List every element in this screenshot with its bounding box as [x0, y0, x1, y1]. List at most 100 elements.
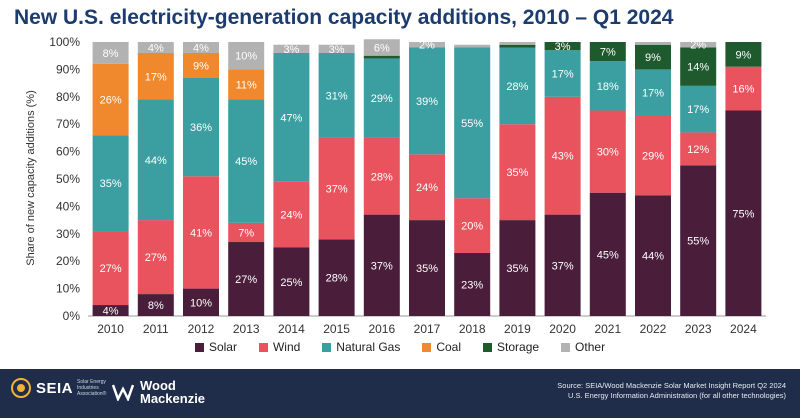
data-label: 4%	[103, 306, 119, 318]
bar-segment-wind	[92, 231, 129, 306]
bar-segment-solar	[589, 192, 626, 316]
sun-icon	[11, 378, 31, 398]
bar-segment-solar	[635, 195, 671, 316]
chart-axes: 0% 10% 20% 30% 40% 50% 60% 70% 80% 90% 100% 2010 201…	[49, 35, 766, 336]
x-tick-label: 2013	[233, 322, 260, 336]
bar-segment-natural-gas	[363, 58, 400, 138]
bar-segment-other	[137, 42, 174, 53]
bar-segment-wind	[409, 154, 445, 221]
bar-segment-solar	[725, 110, 762, 316]
bar-segment-wind	[499, 124, 536, 221]
y-tick-label: 0%	[63, 309, 81, 323]
x-tick-label: 2019	[504, 322, 531, 336]
x-tick-label: 2022	[640, 322, 667, 336]
data-label: 55%	[461, 118, 483, 130]
legend-swatch	[422, 342, 432, 352]
data-label: 2%	[690, 40, 706, 52]
bar-segment-storage	[680, 47, 717, 86]
data-label: 41%	[190, 227, 212, 239]
x-tick-label: 2018	[459, 322, 486, 336]
bar-segment-natural-gas	[228, 99, 265, 223]
data-label: 47%	[280, 112, 302, 124]
x-tick-label: 2011	[143, 322, 169, 336]
data-label: 29%	[371, 93, 393, 105]
wood-mackenzie-wordmark: Wood Mackenzie	[140, 378, 206, 406]
stacked-bar-chart: 0% 10% 20% 30% 40% 50% 60% 70% 80% 90% 100% 2010 201…	[25, 35, 766, 336]
data-label: 24%	[416, 182, 438, 194]
x-tick-label: 2016	[368, 322, 395, 336]
bar-segment-solar	[92, 305, 129, 316]
bar-segment-wind	[318, 137, 355, 240]
bar-segment-wind	[635, 115, 671, 196]
legend-swatch	[322, 342, 332, 352]
x-tick-label: 2020	[549, 322, 576, 336]
bar-segment-solar	[137, 294, 174, 316]
data-label: 2%	[419, 40, 435, 52]
x-tick-label: 2015	[323, 322, 350, 336]
bar-segment-solar	[454, 252, 491, 316]
data-label: 45%	[235, 156, 257, 168]
x-tick-label: 2010	[97, 322, 124, 336]
data-label: 28%	[371, 171, 393, 183]
data-label: 37%	[552, 260, 574, 272]
data-label: 30%	[597, 147, 619, 159]
data-label: 31%	[326, 90, 348, 102]
bar-segment-storage	[544, 42, 581, 51]
data-label: 12%	[687, 144, 709, 156]
data-label: 14%	[687, 62, 709, 74]
data-label: 9%	[645, 52, 661, 64]
bar-segment-solar	[183, 288, 219, 316]
chart-bars: 4% 27% 35% 26% 8% 8% 27% 44% 17% 4% 10% 41% 36% 9% 4% 2…	[92, 39, 762, 318]
data-label: 18%	[597, 81, 619, 93]
data-label: 8%	[103, 48, 119, 60]
data-label: 3%	[283, 44, 299, 56]
bar-segment-other	[183, 42, 219, 53]
bar-segment-wind	[680, 132, 717, 166]
bar-segment-natural-gas	[454, 47, 491, 199]
x-tick-label: 2023	[685, 322, 712, 336]
legend-item: Wind	[258, 340, 300, 354]
wood-mackenzie-mark-icon	[112, 384, 134, 401]
data-label: 17%	[145, 71, 167, 83]
chart-legend: Solar Wind Natural Gas Coal Storage Other	[0, 340, 800, 354]
data-label: 20%	[461, 221, 483, 233]
data-label: 27%	[145, 252, 167, 264]
bar-segment-wind	[273, 181, 310, 248]
data-label: 17%	[552, 69, 574, 81]
seia-wordmark: SEIA	[36, 379, 74, 397]
bar-segment-natural-gas	[409, 47, 445, 155]
y-tick-label: 90%	[56, 62, 80, 76]
data-label: 35%	[506, 263, 528, 275]
data-label: 3%	[329, 44, 345, 56]
data-label: 4%	[148, 42, 164, 54]
seia-logo: SEIA Solar Energy Industries Association…	[10, 377, 115, 399]
x-tick-label: 2021	[594, 322, 621, 336]
bar-segment-natural-gas	[137, 99, 174, 221]
data-label: 7%	[238, 227, 254, 239]
bar-segment-natural-gas	[635, 69, 671, 116]
bar-segment-wind	[725, 66, 762, 111]
bar-segment-coal	[92, 63, 129, 136]
bar-segment-wind	[363, 137, 400, 215]
bar-segment-storage	[499, 44, 536, 48]
data-label: 3%	[555, 41, 571, 53]
bar-segment-natural-gas	[499, 47, 536, 125]
data-label: 11%	[236, 79, 257, 91]
legend-label: Coal	[436, 340, 462, 354]
legend-label: Other	[575, 340, 606, 354]
bar-segment-natural-gas	[589, 61, 626, 111]
data-label: 55%	[687, 236, 709, 248]
data-label: 35%	[506, 167, 528, 179]
data-label: 4%	[193, 42, 209, 54]
chart-title: New U.S. electricity-generation capacity…	[14, 6, 674, 29]
bar-segment-coal	[137, 52, 174, 100]
legend-swatch	[561, 342, 571, 352]
bar-segment-storage	[635, 44, 671, 70]
source-note: Source: SEIA/Wood Mackenzie Solar Market…	[557, 381, 786, 401]
bar-segment-other	[454, 44, 491, 48]
data-label: 17%	[642, 88, 664, 100]
data-label: 23%	[461, 279, 483, 291]
data-label: 39%	[416, 96, 438, 108]
data-label: 16%	[732, 84, 754, 96]
data-label: 7%	[600, 47, 616, 59]
